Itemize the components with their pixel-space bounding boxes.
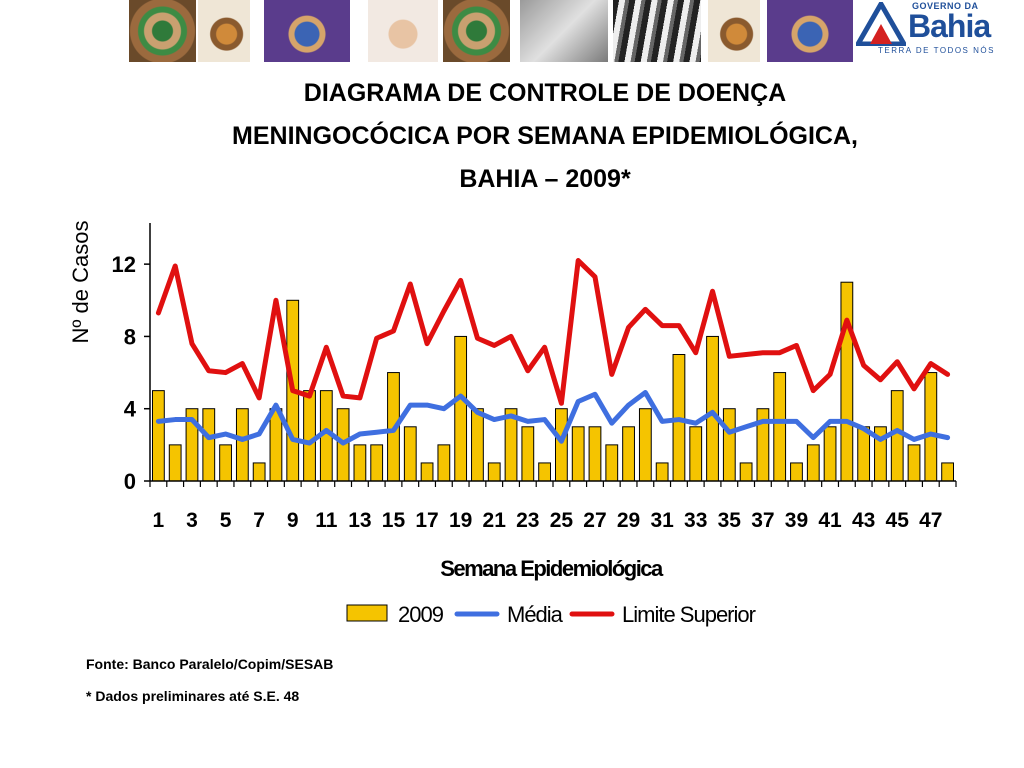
bar-2009 — [152, 390, 165, 482]
bar-2009 — [403, 426, 417, 482]
x-tick-label: 17 — [415, 509, 438, 532]
governo-bahia-logo: GOVERNO DA Bahia TERRA DE TODOS NÓS — [856, 0, 1024, 62]
bar-2009 — [202, 408, 216, 482]
page-title: DIAGRAMA DE CONTROLE DE DOENÇA MENINGOCÓ… — [100, 72, 990, 201]
hands-circle-image — [443, 0, 510, 62]
series-line-limite-superior — [155, 258, 951, 406]
bar-2009 — [471, 408, 484, 482]
x-tick-label: 19 — [449, 509, 472, 532]
bar-2009 — [857, 426, 871, 482]
x-tick-label: 13 — [348, 509, 371, 532]
x-tick-label: 7 — [253, 509, 265, 532]
bar-2009 — [168, 444, 182, 482]
bar-2009 — [521, 426, 535, 482]
bar-2009 — [555, 408, 568, 482]
bar-2009 — [924, 372, 938, 482]
bar-2009 — [655, 462, 669, 482]
hands-clasp-image — [368, 0, 438, 62]
y-axis-title: Nº de Casos — [68, 221, 93, 344]
x-tick-label: 23 — [516, 509, 539, 532]
x-tick-label: 21 — [483, 509, 507, 532]
bar-2009 — [790, 462, 803, 482]
x-tick-label: 33 — [684, 509, 707, 532]
bar-2009 — [353, 444, 367, 482]
x-tick-label: 35 — [718, 509, 742, 532]
x-tick-label: 45 — [886, 509, 910, 532]
y-tick-label: 0 — [124, 469, 136, 494]
bar-2009 — [454, 335, 468, 482]
legend-swatch-2009 — [346, 604, 388, 622]
bar-2009 — [420, 462, 434, 482]
x-tick-label: 15 — [382, 509, 406, 532]
bar-2009 — [588, 426, 602, 482]
bar-2009 — [605, 444, 619, 482]
bar-2009 — [571, 426, 585, 482]
bar-2009 — [773, 372, 787, 482]
header-image-strip: GOVERNO DA Bahia TERRA DE TODOS NÓS — [0, 0, 1024, 64]
bar-2009 — [890, 390, 904, 482]
bar-2009 — [840, 281, 854, 482]
x-tick-label: 25 — [550, 509, 574, 532]
legend-label: 2009 — [398, 602, 444, 627]
bar-2009 — [235, 408, 249, 482]
bar-2009 — [622, 426, 635, 482]
x-tick-label: 11 — [315, 509, 338, 532]
source-note: Fonte: Banco Paralelo/Copim/SESAB — [86, 656, 334, 672]
x-tick-label: 37 — [751, 509, 774, 532]
x-tick-label: 5 — [220, 509, 232, 532]
x-tick-label: 27 — [583, 509, 606, 532]
x-tick-label: 47 — [919, 509, 942, 532]
bar-2009 — [269, 408, 283, 482]
x-tick-label: 1 — [153, 509, 165, 532]
x-tick-label: 9 — [287, 509, 299, 532]
bar-2009 — [722, 408, 736, 482]
title-line: MENINGOCÓCICA POR SEMANA EPIDEMIOLÓGICA, — [232, 122, 858, 150]
y-tick-label: 4 — [124, 397, 137, 422]
bar-2009 — [252, 462, 266, 482]
logo-name: Bahia — [908, 8, 991, 44]
hands-globe-image — [264, 0, 350, 62]
handshake-image — [520, 0, 608, 62]
x-axis-title: Semana Epidemiológica — [440, 556, 664, 581]
logo-tagline: TERRA DE TODOS NÓS — [878, 46, 995, 55]
x-tick-label: 41 — [818, 509, 842, 532]
bar-2009 — [806, 444, 820, 482]
hands-globe-image — [767, 0, 853, 62]
bar-2009 — [907, 444, 921, 482]
x-tick-label: 31 — [650, 509, 674, 532]
bar-2009 — [437, 444, 451, 482]
x-tick-label: 43 — [852, 509, 875, 532]
bar-2009 — [823, 426, 837, 482]
title-line: DIAGRAMA DE CONTROLE DE DOENÇA — [303, 79, 787, 107]
y-tick-label: 12 — [112, 252, 136, 277]
bar-2009 — [739, 462, 753, 482]
hands-circle-image — [129, 0, 196, 62]
bar-2009 — [689, 426, 703, 482]
series-line-media — [155, 389, 951, 446]
legend-label: Limite Superior — [622, 602, 756, 627]
hands-stack-image — [613, 0, 701, 62]
x-tick-label: 29 — [617, 509, 640, 532]
bar-2009 — [638, 408, 652, 482]
bar-2009 — [706, 335, 719, 482]
preliminary-note: * Dados preliminares até S.E. 48 — [86, 688, 300, 704]
logo-small-text: GOVERNO DA — [912, 1, 979, 11]
legend-label: Média — [507, 602, 564, 627]
x-tick-label: 39 — [785, 509, 808, 532]
bar-2009 — [941, 462, 955, 482]
bar-2009 — [538, 462, 552, 482]
y-tick-label: 8 — [124, 324, 136, 349]
bar-2009 — [487, 462, 501, 482]
bar-2009 — [370, 444, 384, 482]
hands-holding-image — [708, 0, 760, 62]
x-tick-label: 3 — [186, 509, 198, 532]
bahia-logo-mark-icon — [856, 2, 906, 46]
bar-2009 — [303, 390, 316, 482]
title-line: BAHIA – 2009* — [459, 165, 631, 193]
hands-holding-image — [198, 0, 250, 62]
bar-2009 — [219, 444, 232, 482]
